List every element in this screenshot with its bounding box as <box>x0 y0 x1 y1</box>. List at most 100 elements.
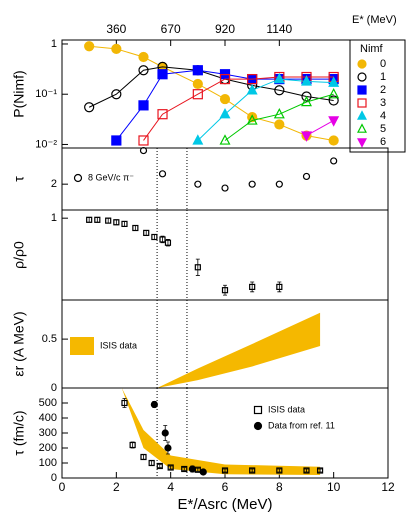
y-tick-label: 0 <box>51 472 57 484</box>
legend-title: Nimf <box>360 43 384 55</box>
marker <box>276 467 283 474</box>
legend-marker <box>357 138 367 148</box>
legend-marker <box>357 123 367 133</box>
marker <box>161 429 169 437</box>
marker <box>148 459 155 467</box>
marker <box>113 219 120 226</box>
marker <box>138 51 149 63</box>
marker <box>139 146 148 155</box>
error-bar <box>144 230 149 236</box>
x-tick-label: 2 <box>113 480 120 494</box>
marker <box>150 400 158 409</box>
x-tick-label: 0 <box>59 480 66 494</box>
error-bar <box>106 217 111 224</box>
marker <box>221 184 229 192</box>
marker <box>192 65 203 76</box>
legend-label: 1 <box>380 71 386 83</box>
marker <box>86 216 93 223</box>
marker <box>302 172 311 181</box>
error-bar <box>250 468 255 473</box>
legend-label: 6 <box>380 136 386 148</box>
error-bar <box>122 398 127 408</box>
legend-label: 8 GeV/c π⁻ <box>88 172 134 182</box>
marker <box>140 453 147 461</box>
marker <box>301 91 312 102</box>
marker <box>192 89 203 100</box>
marker <box>221 467 229 474</box>
x-tick-label: 6 <box>222 480 229 494</box>
marker <box>188 465 196 473</box>
legend-marker <box>357 85 367 95</box>
marker <box>273 72 285 84</box>
marker <box>158 170 167 178</box>
error-bar <box>152 234 157 240</box>
marker <box>181 465 188 473</box>
marker <box>129 441 136 449</box>
marker <box>248 180 256 188</box>
error-bar <box>277 281 282 293</box>
legend-marker <box>357 110 367 120</box>
marker <box>111 135 122 146</box>
marker <box>328 116 340 127</box>
series-line <box>89 45 334 141</box>
y-tick-label: 400 <box>39 412 57 424</box>
legend-label: 4 <box>380 110 386 122</box>
marker <box>94 216 101 223</box>
legend-label: 5 <box>380 123 386 135</box>
y-axis-label: τ <box>11 176 27 182</box>
legend-marker <box>357 72 367 82</box>
marker <box>247 73 258 85</box>
marker <box>273 107 285 119</box>
marker <box>249 467 256 474</box>
legend-marker <box>253 405 263 415</box>
marker <box>111 43 122 54</box>
marker <box>246 83 258 95</box>
error-bar <box>122 221 127 227</box>
top-tick-label: 1140 <box>266 22 292 36</box>
y-tick-label: 1 <box>51 212 57 224</box>
marker <box>132 224 139 232</box>
top-tick-label: 670 <box>161 22 181 36</box>
marker <box>167 464 174 471</box>
legend-label: 3 <box>380 97 386 109</box>
marker <box>105 217 112 224</box>
marker <box>157 109 168 120</box>
x-tick-label: 10 <box>327 480 341 494</box>
marker <box>219 73 231 85</box>
marker <box>199 468 207 476</box>
legend-marker <box>357 98 367 108</box>
marker <box>194 180 202 188</box>
y-tick-label: 10⁻¹ <box>35 88 57 100</box>
legend-label: ISIS data <box>100 340 137 350</box>
error-bar <box>195 258 200 276</box>
marker <box>159 236 166 243</box>
x-axis-label: E*/Asrc (MeV) <box>177 496 272 513</box>
marker <box>111 89 122 100</box>
marker <box>328 76 340 87</box>
y-tick-label: 500 <box>39 397 57 409</box>
x-tick-label: 12 <box>381 480 395 494</box>
marker <box>143 229 150 237</box>
marker <box>219 107 231 119</box>
marker <box>328 95 339 106</box>
y-axis-label: ρ/ρ0 <box>11 241 27 269</box>
y-tick-label: 300 <box>39 427 57 439</box>
legend-marker <box>73 173 83 183</box>
marker <box>156 462 163 470</box>
y-axis-label: P(Nimf) <box>11 70 27 117</box>
legend-marker <box>357 59 367 69</box>
series-line <box>224 93 334 141</box>
marker <box>328 87 340 99</box>
top-axis-label: E* (MeV) <box>352 14 397 26</box>
legend-swatch <box>70 337 94 355</box>
error-bar <box>250 281 255 293</box>
top-tick-label: 360 <box>106 22 126 36</box>
series-line <box>197 78 334 141</box>
legend-marker <box>253 421 263 431</box>
error-bar <box>318 468 323 473</box>
error-bar <box>157 464 162 468</box>
marker <box>303 467 310 474</box>
marker <box>138 135 149 146</box>
legend-label: ISIS data <box>268 404 305 414</box>
